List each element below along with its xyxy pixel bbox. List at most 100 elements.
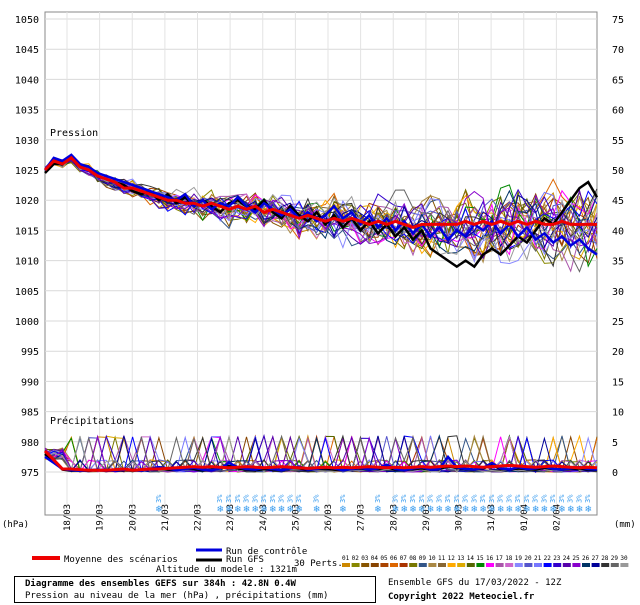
pert-swatch (524, 563, 533, 567)
snow-percent-label: 3% (418, 494, 426, 503)
snowflake-icon: ❄ (234, 505, 242, 515)
pressure-tick-label: 1020 (15, 196, 39, 207)
snow-percent-label: 3% (155, 494, 163, 503)
snowflake-icon: ❄ (313, 505, 321, 515)
snowflake-icon: ❄ (532, 505, 540, 515)
snowflake-icon: ❄ (418, 505, 426, 515)
precip-tick-label: 25 (612, 317, 624, 328)
snowflake-icon: ❄ (584, 505, 592, 515)
pert-swatch (380, 563, 389, 567)
pressure-tick-label: 1015 (15, 226, 39, 237)
snow-percent-label: 3% (278, 494, 286, 503)
pert-number: 03 (361, 555, 369, 562)
pert-swatch (428, 563, 437, 567)
pert-number: 27 (592, 555, 600, 562)
snow-percent-label: 3% (391, 494, 399, 503)
snowflake-icon: ❄ (567, 505, 575, 515)
pert-number: 07 (400, 555, 408, 562)
pert-swatch (543, 563, 552, 567)
precip-tick-label: 45 (612, 196, 624, 207)
perturbation-legend: 01 02 03 04 05 06 07 08 09 10 11 12 13 14 15 16 17 18 19 20… (342, 555, 629, 567)
snowflake-icon: ❄ (243, 505, 251, 515)
pressure-unit-label: (hPa) (2, 520, 29, 530)
snow-percent-label: 3% (260, 494, 268, 503)
pressure-panel-label: Pression (50, 128, 98, 139)
pressure-tick-label: 1025 (15, 166, 39, 177)
snow-percent-label: 3% (514, 494, 522, 503)
snow-percent-label: 3% (549, 494, 557, 503)
snowflake-icon: ❄ (427, 505, 435, 515)
pert-number: 23 (553, 555, 561, 562)
pressure-tick-label: 975 (21, 468, 39, 479)
pert-swatch (553, 563, 562, 567)
main-series (43, 153, 599, 473)
date-tick-label: 02/04 (552, 504, 562, 531)
pert-swatch (591, 563, 600, 567)
snowflake-icon: ❄ (488, 505, 496, 515)
pert-number: 21 (534, 555, 542, 562)
snow-percent-label: 3% (313, 494, 321, 503)
snowflake-icon: ❄ (278, 505, 286, 515)
pert-swatch (399, 563, 408, 567)
snow-percent-label: 3% (427, 494, 435, 503)
pert-number: 29 (611, 555, 619, 562)
pressure-tick-label: 1045 (15, 45, 39, 56)
pert-swatch (514, 563, 523, 567)
precip-tick-label: 0 (612, 468, 618, 479)
pressure-tick-label: 980 (21, 438, 39, 449)
pert-number: 24 (563, 555, 571, 562)
snow-percent-label: 3% (400, 494, 408, 503)
snowflake-icon: ❄ (462, 505, 470, 515)
snowflake-icon: ❄ (295, 505, 303, 515)
pert-number: 30 (620, 555, 628, 562)
precip-tick-label: 15 (612, 377, 624, 388)
snowflake-icon: ❄ (287, 505, 295, 515)
series-precip-line (43, 449, 598, 472)
pressure-tick-label: 1000 (15, 317, 39, 328)
pert-swatch (370, 563, 379, 567)
pressure-tick-label: 1030 (15, 136, 39, 147)
precip-tick-label: 5 (612, 438, 618, 449)
pert-swatch (390, 563, 398, 567)
pert-swatch (342, 563, 350, 567)
date-tick-label: 30/03 (455, 504, 465, 531)
precip-tick-label: 30 (612, 287, 624, 298)
snowflake-icon: ❄ (523, 505, 531, 515)
snowflake-icon: ❄ (549, 505, 557, 515)
pert-swatch (610, 563, 619, 567)
legend-gfs-label: Run GFS (226, 555, 264, 565)
grid (45, 12, 597, 515)
pressure-tick-label: 1035 (15, 106, 39, 117)
footer-box: Diagramme des ensembles GEFS sur 384h : … (14, 576, 376, 603)
pert-number: 18 (505, 555, 513, 562)
snow-percent-label: 3% (374, 494, 382, 503)
snowflake-icon: ❄ (225, 505, 233, 515)
pert-swatch (495, 563, 504, 567)
snow-percent-label: 3% (540, 494, 548, 503)
pressure-tick-label: 1050 (15, 15, 39, 26)
snowflake-icon: ❄ (436, 505, 444, 515)
snowflake-icon: ❄ (471, 505, 479, 515)
date-tick-label: 31/03 (487, 504, 497, 531)
date-tick-label: 27/03 (357, 504, 367, 531)
snow-percent-label: 3% (479, 494, 487, 503)
pressure-tick-label: 1010 (15, 257, 39, 268)
snow-percent-label: 3% (497, 494, 505, 503)
legend-perts-label: 30 Perts. (294, 559, 343, 569)
snow-percent-label: 3% (470, 494, 478, 503)
pert-swatch (476, 563, 485, 567)
series-pressure-line (43, 155, 597, 229)
precip-tick-label: 20 (612, 347, 624, 358)
pert-number: 14 (467, 555, 475, 562)
snow-percent-label: 3% (269, 494, 277, 503)
pert-number: 19 (515, 555, 523, 562)
snowflake-icon: ❄ (374, 505, 382, 515)
pert-number: 01 (342, 555, 350, 562)
snow-percent-label: 3% (584, 494, 592, 503)
pert-number: 17 (496, 555, 504, 562)
snow-percent-label: 3% (295, 494, 303, 503)
snow-percent-label: 3% (453, 494, 461, 503)
precip-tick-label: 60 (612, 106, 624, 117)
date-tick-label: 24/03 (259, 504, 269, 531)
snowflake-icon: ❄ (479, 505, 487, 515)
